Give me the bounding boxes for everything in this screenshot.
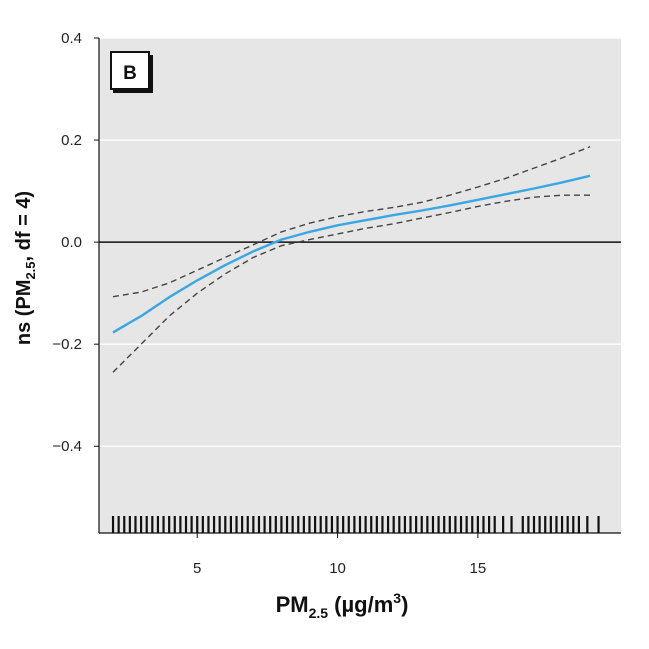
upper-ci-line <box>112 146 591 298</box>
series-layer <box>112 146 591 373</box>
lower-ci-line <box>112 194 591 373</box>
x-tick-label: 10 <box>329 560 346 577</box>
y-tick-label: 0.0 <box>61 234 82 251</box>
y-tick-label: −0.2 <box>52 336 82 353</box>
y-ticks: 0.4 0.2 0.0 −0.2 −0.4 <box>52 30 99 455</box>
x-tick-label: 15 <box>470 560 487 577</box>
panel-label: B <box>110 51 153 93</box>
panel-label-text: B <box>123 63 137 84</box>
x-ticks: 5 10 15 <box>193 533 486 577</box>
y-tick-label: −0.4 <box>52 438 82 455</box>
plot-background <box>99 38 621 533</box>
gridlines <box>99 37 621 447</box>
rug-marks <box>111 516 600 533</box>
x-tick-label: 5 <box>193 560 201 577</box>
y-tick-label: 0.4 <box>61 30 82 47</box>
x-axis-label: PM2.5 (µg/m3) <box>276 590 409 621</box>
y-axis-label: ns (PM2.5, df = 4) <box>13 191 38 345</box>
y-tick-label: 0.2 <box>61 132 82 149</box>
fit-line <box>112 174 591 334</box>
